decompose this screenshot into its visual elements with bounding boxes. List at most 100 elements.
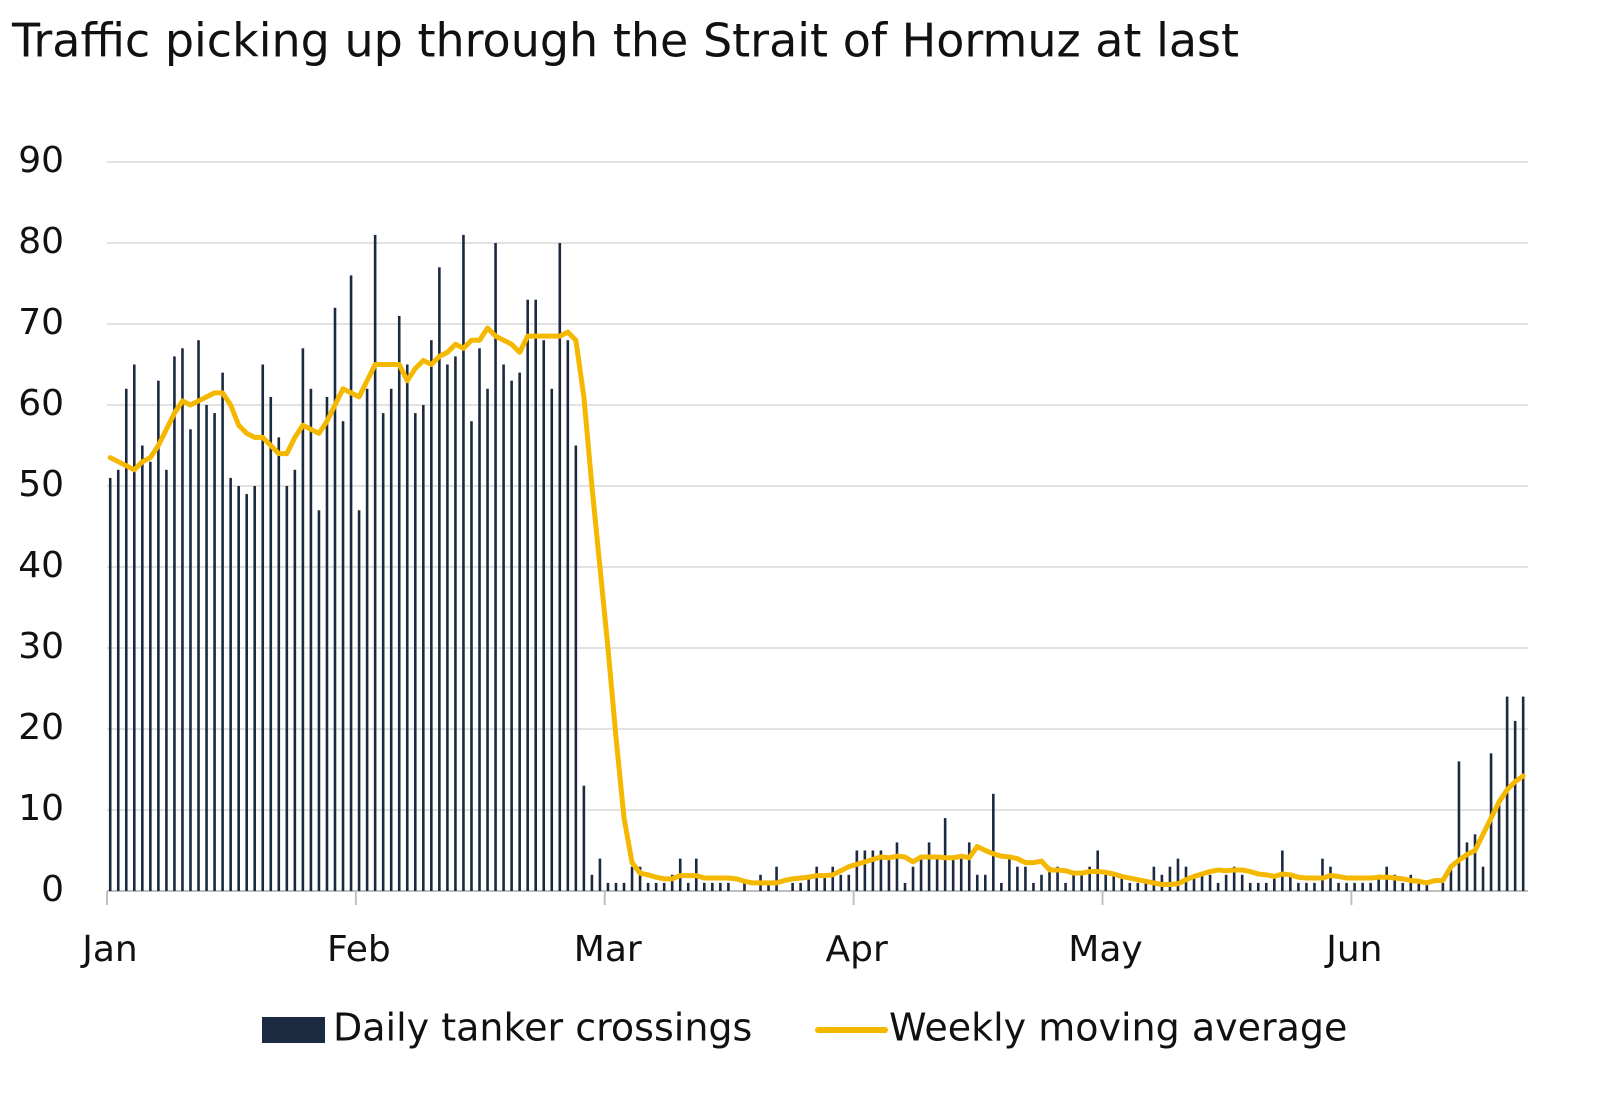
bar bbox=[1401, 882, 1405, 891]
legend-label: Weekly moving average bbox=[889, 1006, 1347, 1050]
bar bbox=[1457, 761, 1461, 891]
bar bbox=[831, 866, 835, 891]
bar bbox=[622, 882, 626, 891]
bar bbox=[1080, 874, 1083, 891]
bar bbox=[1000, 882, 1003, 891]
bar bbox=[1465, 842, 1469, 891]
bar bbox=[205, 405, 208, 891]
bar bbox=[1152, 866, 1156, 891]
bar bbox=[269, 396, 273, 891]
bar bbox=[1441, 882, 1445, 891]
bar bbox=[1329, 866, 1332, 891]
bar bbox=[598, 858, 602, 891]
bar bbox=[1417, 882, 1421, 891]
bar bbox=[1377, 874, 1380, 891]
bar bbox=[317, 510, 321, 891]
y-tick-label: 40 bbox=[18, 545, 64, 586]
bar bbox=[1112, 874, 1116, 891]
bar bbox=[1144, 882, 1148, 891]
bar bbox=[141, 445, 144, 891]
bar bbox=[662, 882, 666, 891]
bar bbox=[1032, 882, 1035, 891]
bar bbox=[1056, 866, 1059, 891]
bar bbox=[727, 882, 730, 891]
bar bbox=[638, 866, 642, 891]
bar bbox=[983, 874, 987, 891]
legend-label: Daily tanker crossings bbox=[333, 1006, 752, 1050]
bar bbox=[1513, 720, 1517, 891]
bar bbox=[277, 437, 281, 891]
bar bbox=[903, 882, 907, 891]
bar bbox=[919, 858, 923, 891]
bar bbox=[895, 842, 899, 891]
bar bbox=[430, 340, 433, 891]
bar bbox=[686, 882, 690, 891]
legend: Daily tanker crossings Weekly moving aver… bbox=[262, 1006, 1347, 1050]
bar bbox=[1305, 882, 1308, 891]
bar bbox=[438, 267, 441, 891]
bar bbox=[534, 299, 538, 891]
bar bbox=[574, 445, 578, 891]
bar bbox=[349, 275, 353, 891]
bar bbox=[614, 882, 618, 891]
x-tick-label: Jun bbox=[1324, 929, 1382, 970]
bar bbox=[116, 469, 120, 891]
bar bbox=[839, 874, 843, 891]
bar bbox=[1136, 882, 1140, 891]
bar bbox=[558, 243, 562, 891]
bar bbox=[1224, 874, 1228, 891]
bar bbox=[1120, 874, 1124, 891]
bar bbox=[381, 413, 385, 891]
bar bbox=[1281, 850, 1284, 891]
bar bbox=[389, 388, 393, 891]
bar bbox=[855, 850, 859, 891]
x-tick-label: Apr bbox=[825, 929, 887, 970]
bar bbox=[823, 874, 827, 891]
legend-swatch bbox=[262, 1017, 325, 1043]
bar bbox=[1353, 882, 1356, 891]
bar bbox=[165, 469, 168, 891]
bar bbox=[446, 364, 449, 891]
bar bbox=[992, 793, 995, 891]
bar bbox=[1297, 882, 1300, 891]
bar bbox=[566, 340, 570, 891]
bar bbox=[1168, 866, 1172, 891]
x-tick-label: Feb bbox=[327, 929, 391, 970]
bar bbox=[719, 882, 722, 891]
y-tick-label: 10 bbox=[18, 788, 64, 829]
bar bbox=[1240, 874, 1244, 891]
bar bbox=[1040, 874, 1043, 891]
y-tick-label: 20 bbox=[18, 707, 64, 748]
bar bbox=[550, 388, 554, 891]
bar bbox=[1521, 696, 1525, 891]
bar bbox=[1200, 874, 1204, 891]
bar bbox=[767, 882, 770, 891]
bar bbox=[1345, 882, 1348, 891]
bar bbox=[494, 243, 497, 891]
bar bbox=[1088, 866, 1091, 891]
bar bbox=[1313, 882, 1316, 891]
bar bbox=[373, 234, 377, 891]
bar bbox=[1369, 882, 1372, 891]
y-tick-label: 60 bbox=[18, 383, 64, 424]
bar bbox=[341, 421, 345, 891]
y-tick-label: 50 bbox=[18, 464, 64, 505]
bar bbox=[703, 882, 706, 891]
bar bbox=[237, 486, 240, 891]
bar bbox=[1248, 882, 1252, 891]
bar bbox=[807, 874, 810, 891]
bar bbox=[654, 882, 658, 891]
bar bbox=[711, 882, 714, 891]
bar bbox=[1064, 882, 1067, 891]
bar bbox=[486, 388, 489, 891]
bar bbox=[502, 364, 505, 891]
bar bbox=[1008, 858, 1011, 891]
line bbox=[107, 325, 1526, 888]
bar bbox=[815, 866, 818, 891]
bar bbox=[462, 234, 465, 891]
x-tick-label: May bbox=[1068, 929, 1142, 970]
bar bbox=[1497, 801, 1501, 891]
bar bbox=[863, 850, 867, 891]
bar bbox=[1449, 866, 1453, 891]
